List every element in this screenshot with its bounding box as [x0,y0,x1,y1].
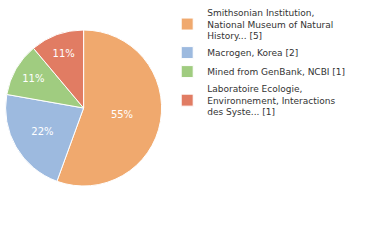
svg-text:Smithsonian Institution,Nation: Smithsonian Institution,National Museum … [207,8,333,41]
svg-text:Macrogen, Korea [2]: Macrogen, Korea [2] [207,48,298,58]
svg-text:Laboratoire Ecologie,Environne: Laboratoire Ecologie,Environnement, Inte… [207,84,335,117]
svg-text:11%: 11% [22,73,44,84]
svg-text:Mined from GenBank, NCBI [1]: Mined from GenBank, NCBI [1] [207,67,345,77]
svg-text:11%: 11% [53,48,75,59]
svg-text:22%: 22% [31,126,53,137]
svg-text:55%: 55% [111,109,133,120]
